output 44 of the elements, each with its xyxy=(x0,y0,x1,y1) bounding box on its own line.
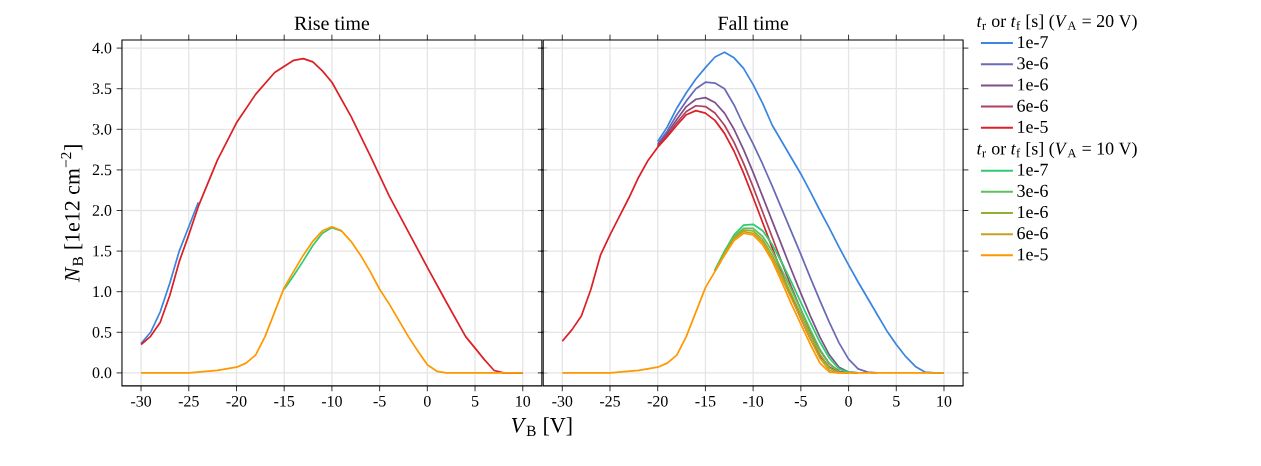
y-tick-label: 4.0 xyxy=(92,42,112,54)
x-tick-label: -30 xyxy=(131,395,152,407)
y-tick-label: 2.0 xyxy=(92,205,112,216)
x-tick-label: -25 xyxy=(599,395,620,407)
legend-label: 3e-6 xyxy=(1017,184,1048,197)
x-tick-label: 10 xyxy=(516,395,531,407)
x-tick-label: 5 xyxy=(471,395,479,407)
x-tick-label: 10 xyxy=(937,395,952,407)
legend-label: 6e-6 xyxy=(1017,227,1048,240)
y-tick-label: 3.0 xyxy=(92,123,112,135)
x-tick-label: 0 xyxy=(845,395,852,407)
y-tick-label: 1.0 xyxy=(93,286,112,298)
legend-label: 1e-6 xyxy=(1018,206,1048,219)
x-tick-label: -10 xyxy=(321,395,342,407)
x-tick-label: -20 xyxy=(647,395,668,407)
x-tick-label: -15 xyxy=(274,395,295,407)
y-tick-label: 0.0 xyxy=(92,367,112,379)
y-tick-label: 3.5 xyxy=(92,83,112,95)
x-tick-label: -20 xyxy=(226,395,247,407)
x-tick-label: -30 xyxy=(552,395,573,407)
x-tick-label: -5 xyxy=(373,395,386,407)
legend-label: 1e-7 xyxy=(1018,163,1048,176)
legend-label: 1e-5 xyxy=(1018,248,1048,261)
legend-label: 3e-6 xyxy=(1017,57,1048,70)
y-tick-label: 1.5 xyxy=(93,245,112,257)
y-tick-label: 0.5 xyxy=(92,326,112,338)
y-tick-label: 2.5 xyxy=(92,164,112,176)
x-tick-label: -5 xyxy=(794,395,807,407)
chart-title: Rise time xyxy=(294,16,370,31)
x-tick-label: 0 xyxy=(423,395,431,407)
x-tick-label: -10 xyxy=(743,395,764,407)
text: t$_{r}$ or t$_{f}$ [s] (V$_{A}$ = 20 V) xyxy=(977,14,1137,31)
line-series xyxy=(140,201,200,345)
legend-label: 1e-6 xyxy=(1018,78,1048,91)
x-axis-title: V$_{B}$ [V] xyxy=(511,417,572,436)
x-tick-label: -25 xyxy=(178,395,199,407)
legend-label: 1e-7 xyxy=(1018,36,1048,49)
x-tick-label: 5 xyxy=(893,395,900,407)
text: t$_{r}$ or t$_{f}$ [s] (V$_{A}$ = 10 V) xyxy=(977,142,1137,159)
legend-label: 1e-5 xyxy=(1018,120,1048,133)
y-axis-title: N$_{B}$ [1e12 cm$^{−2}$] xyxy=(60,145,83,283)
chart-title: Fall time xyxy=(718,16,789,31)
legend-label: 6e-6 xyxy=(1017,99,1048,112)
x-tick-label: -15 xyxy=(695,395,716,407)
